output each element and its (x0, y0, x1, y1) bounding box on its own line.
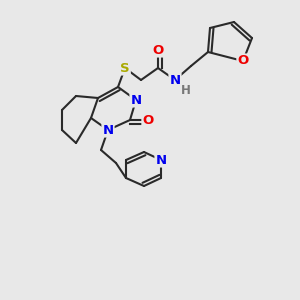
Text: S: S (120, 61, 130, 74)
Text: O: O (237, 55, 249, 68)
Text: O: O (152, 44, 164, 56)
Text: O: O (142, 113, 154, 127)
Text: N: N (130, 94, 142, 106)
Text: N: N (155, 154, 167, 166)
Text: H: H (181, 83, 191, 97)
Text: N: N (169, 74, 181, 86)
Text: N: N (102, 124, 114, 136)
